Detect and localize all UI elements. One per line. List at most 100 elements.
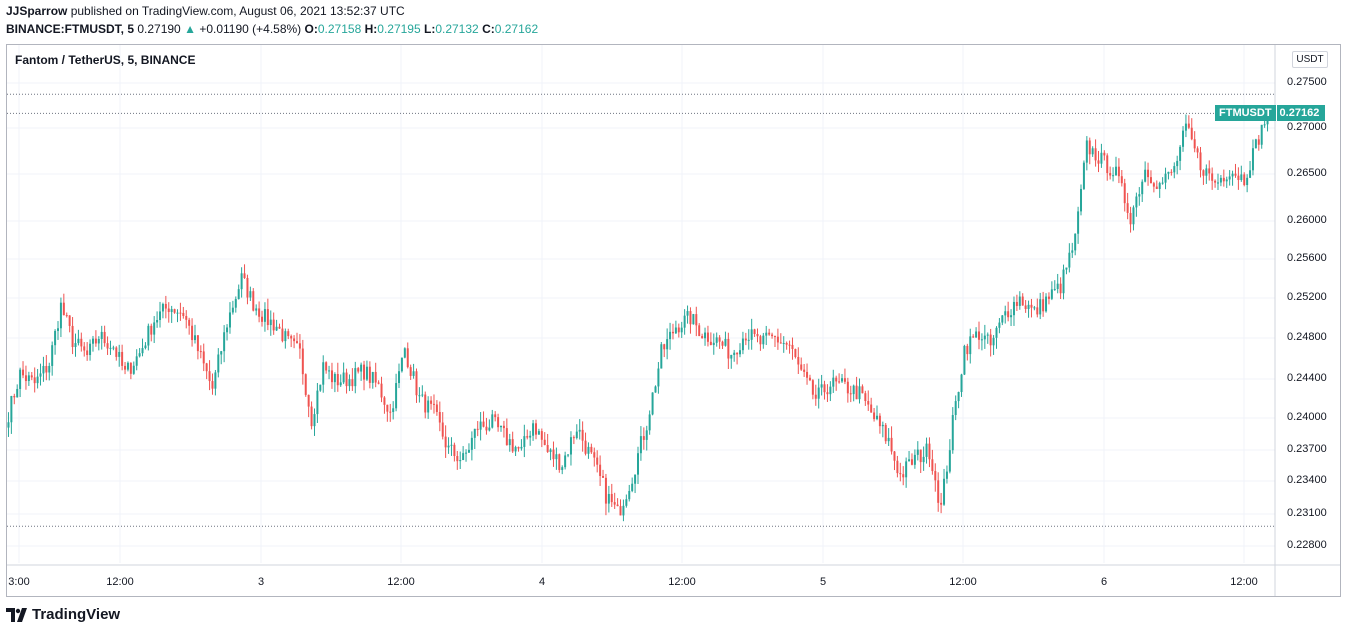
candle-body: [677, 327, 680, 333]
candle-body: [692, 314, 695, 325]
candle-body: [330, 370, 333, 383]
candle-body: [383, 397, 386, 405]
candle-body: [928, 443, 931, 460]
candle-body: [354, 368, 357, 387]
currency-badge[interactable]: USDT: [1292, 51, 1328, 68]
candle-body: [1001, 315, 1004, 323]
candle-body: [532, 423, 535, 436]
candle-body: [599, 464, 602, 476]
candle-body: [1015, 301, 1018, 306]
candle-body: [135, 356, 138, 366]
candle-body: [890, 437, 893, 452]
candle-body: [263, 309, 266, 322]
candle-body: [925, 443, 928, 457]
candle-body: [150, 325, 153, 335]
candle-body: [36, 376, 39, 384]
ohlc-legend: BINANCE:FTMUSDT, 5 0.27190 ▲ +0.01190 (+…: [6, 22, 538, 36]
candle-body: [1123, 183, 1126, 204]
candle-body: [508, 439, 511, 446]
candle-body: [875, 415, 878, 420]
candle-body: [1047, 296, 1050, 299]
candle-body: [223, 332, 226, 352]
candle-body: [1138, 194, 1141, 197]
candle-body: [266, 309, 269, 326]
candle-body: [325, 362, 328, 371]
candle-body: [604, 477, 607, 504]
candle-body: [459, 460, 462, 462]
candle-body: [800, 364, 803, 370]
candle-body: [1129, 212, 1132, 225]
candle-body: [112, 347, 115, 349]
candle-body: [671, 331, 674, 334]
price-change: +0.01190 (+4.58%): [199, 22, 302, 36]
candle-body: [1251, 148, 1254, 171]
x-tick: 12:00: [949, 576, 977, 588]
candle-body: [773, 336, 776, 338]
candle-body: [1216, 182, 1219, 184]
candle-body: [415, 371, 418, 396]
candle-body: [1176, 160, 1179, 167]
candle-body: [1071, 250, 1074, 253]
tradingview-logo[interactable]: TradingView: [6, 606, 120, 623]
candle-body: [829, 386, 832, 395]
candlestick-plot[interactable]: [7, 45, 1340, 596]
candle-body: [899, 473, 902, 475]
x-tick: 12:00: [1230, 576, 1258, 588]
y-tick: 0.25600: [1287, 252, 1327, 264]
candle-body: [1141, 181, 1144, 195]
candle-body: [858, 386, 861, 400]
x-tick: 4: [538, 576, 546, 588]
candle-body: [937, 480, 940, 503]
candle-body: [298, 343, 301, 349]
candle-body: [762, 335, 765, 345]
low-value: 0.27132: [435, 22, 479, 36]
candle-body: [10, 395, 13, 423]
candle-body: [1257, 139, 1260, 145]
candle-body: [1112, 175, 1115, 177]
candle-body: [1147, 169, 1150, 178]
candle-body: [488, 427, 491, 431]
candle-body: [444, 436, 447, 448]
candle-body: [412, 371, 415, 376]
candle-body: [1080, 188, 1083, 212]
candle-body: [794, 349, 797, 357]
candle-body: [1234, 173, 1237, 176]
candle-body: [333, 374, 336, 383]
candle-body: [806, 371, 809, 378]
candle-body: [54, 330, 57, 346]
candle-body: [808, 377, 811, 381]
candle-body: [1187, 123, 1190, 128]
candle-body: [782, 342, 785, 344]
close-value: 0.27162: [494, 22, 539, 36]
candle-body: [954, 401, 957, 416]
author-name[interactable]: JJSparrow: [6, 4, 68, 18]
candle-body: [1211, 173, 1214, 181]
candle-body: [995, 327, 998, 338]
candle-body: [485, 426, 488, 431]
candle-body: [517, 447, 520, 449]
candle-body: [51, 345, 54, 366]
candle-body: [16, 388, 19, 398]
price-tag-value: 0.27162: [1275, 105, 1326, 121]
candle-body: [631, 483, 634, 491]
candle-body: [170, 309, 173, 313]
candle-body: [657, 368, 660, 387]
candle-body: [864, 393, 867, 402]
candle-body: [771, 334, 774, 337]
candle-body: [86, 350, 89, 356]
candle-body: [115, 347, 118, 357]
candle-body: [526, 436, 529, 438]
candle-body: [103, 331, 106, 344]
candle-body: [619, 506, 622, 516]
candle-body: [534, 423, 537, 435]
brand-name: TradingView: [32, 606, 121, 623]
y-tick: 0.24800: [1287, 331, 1327, 343]
x-tick: 3:00: [8, 576, 30, 588]
candle-body: [304, 374, 307, 395]
candle-body: [744, 338, 747, 341]
candle-body: [1030, 304, 1033, 308]
candle-body: [960, 374, 963, 393]
candle-body: [1021, 296, 1024, 306]
candle-body: [922, 456, 925, 463]
candle-body: [628, 490, 631, 500]
